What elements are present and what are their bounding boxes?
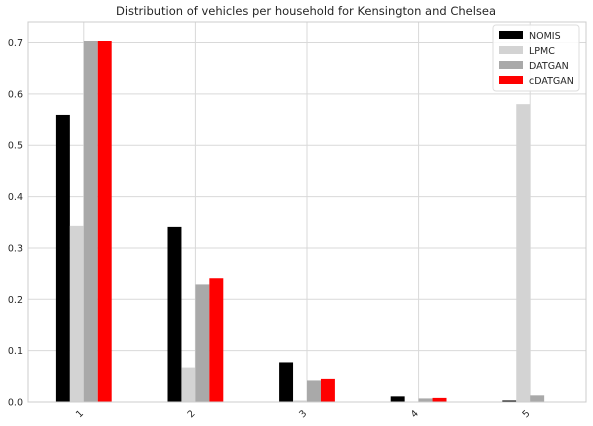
bar-lpmc-2 [181, 367, 196, 402]
legend-label-datgan: DATGAN [529, 61, 569, 72]
legend-label-cdatgan: cDATGAN [529, 76, 574, 87]
bar-lpmc-3 [293, 400, 307, 402]
bar-cdatgan-3 [320, 378, 335, 402]
chart-title: Distribution of vehicles per household f… [116, 4, 496, 18]
bar-datgan-5 [530, 395, 545, 402]
bar-nomis-4 [390, 396, 405, 402]
x-tick-label: 2 [186, 408, 198, 420]
y-tick-label: 0.6 [8, 89, 23, 100]
bar-nomis-5 [502, 400, 517, 402]
bar-cdatgan-1 [97, 41, 112, 402]
y-tick-label: 0.1 [8, 346, 23, 357]
x-tick-label: 3 [297, 408, 309, 420]
bars [55, 41, 545, 402]
bar-nomis-2 [167, 226, 182, 402]
y-tick-label: 0.7 [8, 38, 23, 49]
legend-swatch-cdatgan [499, 76, 523, 84]
x-axis: 1 2 3 4 5 [74, 408, 532, 420]
bar-datgan-4 [418, 398, 433, 402]
bar-cdatgan-2 [209, 278, 224, 402]
bar-lpmc-5 [516, 104, 531, 402]
plot-frame [27, 21, 587, 403]
legend-swatch-lpmc [499, 46, 523, 54]
bar-nomis-3 [279, 362, 294, 402]
y-tick-label: 0.0 [8, 398, 23, 409]
bar-datgan-2 [195, 284, 210, 402]
x-tick-label: 5 [520, 408, 532, 420]
legend-box [492, 24, 580, 92]
y-tick-label: 0.3 [8, 243, 23, 254]
bar-lpmc-1 [69, 225, 84, 402]
x-tick-label: 1 [74, 408, 86, 420]
y-tick-label: 0.5 [8, 141, 23, 152]
x-tick-label: 4 [409, 408, 421, 420]
bar-datgan-1 [83, 41, 98, 402]
bar-nomis-1 [55, 114, 70, 402]
y-tick-label: 0.2 [8, 295, 23, 306]
legend-swatch-datgan [499, 61, 523, 69]
legend: NOMIS LPMC DATGAN cDATGAN [492, 24, 580, 92]
y-tick-label: 0.4 [8, 192, 23, 203]
legend-swatch-nomis [499, 31, 523, 39]
y-axis: 0.0 0.1 0.2 0.3 0.4 0.5 0.6 0.7 [8, 38, 23, 408]
bar-datgan-3 [307, 380, 321, 402]
legend-label-nomis: NOMIS [529, 31, 561, 42]
legend-label-lpmc: LPMC [529, 46, 555, 57]
bar-cdatgan-4 [432, 397, 447, 402]
